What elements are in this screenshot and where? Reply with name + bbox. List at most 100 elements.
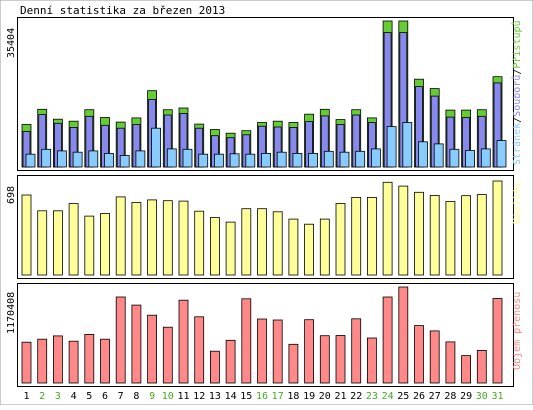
bar-volume: [68, 340, 79, 384]
bar-volume: [476, 349, 487, 384]
bar-pages: [370, 148, 381, 168]
top-ymax-label: 35404: [6, 28, 17, 58]
x-tick-label: 6: [102, 391, 108, 402]
bottom-ymax-label: 1170408: [6, 292, 17, 334]
bottom-panel-frame: [17, 283, 514, 387]
x-tick-label: 21: [334, 391, 346, 402]
legend-separator: /: [512, 117, 523, 123]
x-tick-label: 9: [149, 391, 155, 402]
x-tick-label: 17: [272, 391, 284, 402]
x-tick-label: 5: [86, 391, 92, 402]
bar-volume: [366, 337, 377, 384]
middle-panel-bars: [21, 180, 503, 276]
top-legend: Stránek/Souborů/Přístupů: [511, 20, 523, 165]
bar-visits: [319, 218, 330, 276]
bar-volume: [84, 333, 95, 384]
x-tick-label: 18: [287, 391, 299, 402]
x-tick-label: 20: [319, 391, 331, 402]
bar-pages: [339, 151, 350, 168]
middle-panel-frame: [17, 175, 514, 279]
bar-volume: [304, 319, 315, 384]
bar-visits: [194, 210, 205, 276]
bar-pages: [433, 143, 444, 168]
legend-pages: Stránek: [511, 123, 523, 165]
x-tick-label: 31: [491, 391, 503, 402]
x-tick-label: 25: [397, 391, 409, 402]
bar-visits: [162, 200, 173, 276]
bar-visits: [100, 213, 110, 276]
bar-visits: [178, 200, 189, 276]
x-tick-label: 15: [240, 391, 252, 402]
bar-volume: [53, 335, 63, 384]
x-tick-label: 3: [55, 391, 61, 402]
bar-pages: [402, 122, 413, 168]
bar-visits: [241, 208, 252, 276]
bar-visits: [84, 215, 95, 276]
x-tick-label: 23: [366, 391, 378, 402]
bar-visits: [68, 203, 79, 276]
bar-pages: [386, 126, 397, 168]
bar-volume: [335, 335, 346, 384]
bar-pages: [465, 150, 476, 168]
bar-volume: [115, 296, 126, 384]
legend-access: Přístupů: [511, 20, 523, 68]
bar-visits: [21, 194, 32, 276]
x-tick-label: 2: [39, 391, 45, 402]
x-tick-label: 13: [209, 391, 221, 402]
bar-pages: [25, 153, 36, 168]
x-tick-label: 24: [382, 391, 394, 402]
bar-pages: [308, 152, 319, 168]
bar-visits: [272, 211, 283, 276]
bar-visits: [115, 196, 126, 276]
legend-separator: /: [512, 69, 523, 75]
bar-visits: [382, 181, 393, 276]
bar-volume: [225, 339, 236, 384]
bar-volume: [414, 325, 424, 384]
bar-pages: [355, 150, 366, 168]
middle-ymax-label: 698: [6, 186, 17, 204]
bar-visits: [414, 191, 424, 276]
bar-volume: [445, 341, 456, 384]
bar-volume: [209, 350, 220, 384]
x-tick-label: 14: [225, 391, 237, 402]
bar-pages: [292, 152, 303, 168]
bar-volume: [241, 298, 252, 384]
bar-pages: [151, 127, 162, 168]
bar-volume: [100, 338, 110, 384]
x-tick-label: 19: [303, 391, 315, 402]
bar-visits: [461, 195, 472, 276]
bar-visits: [492, 180, 503, 276]
bar-pages: [119, 155, 130, 168]
bar-visits: [398, 185, 409, 276]
bar-volume: [37, 338, 48, 384]
bar-pages: [166, 148, 177, 168]
bottom-legend-volume: Objem přenosu: [511, 292, 523, 370]
bar-pages: [229, 153, 240, 168]
bar-pages: [104, 152, 114, 168]
bar-volume: [257, 318, 267, 384]
bar-volume: [351, 318, 362, 384]
bar-visits: [288, 218, 299, 276]
bar-visits: [53, 210, 63, 276]
bar-visits: [304, 223, 315, 276]
x-tick-label: 7: [118, 391, 124, 402]
bar-volume: [131, 304, 142, 384]
bar-visits: [429, 194, 440, 276]
x-axis-labels: 1 2 3 4 5 6 7 8 9 10 11 12 13 14 15 16 17 18 19 20 21 22 23 24 2…: [23, 391, 503, 402]
bar-pages: [88, 150, 99, 168]
bar-pages: [496, 140, 507, 168]
bar-volume: [319, 335, 330, 384]
bar-volume: [398, 286, 409, 384]
bar-visits: [257, 208, 267, 276]
bar-pages: [213, 153, 224, 168]
top-panel-frame: [17, 17, 514, 171]
bar-pages: [323, 150, 334, 168]
x-tick-label: 10: [162, 391, 174, 402]
bottom-panel-bars: [21, 286, 503, 384]
x-tick-label: 11: [177, 391, 189, 402]
bar-visits: [131, 202, 142, 276]
bar-visits: [476, 194, 487, 276]
x-tick-label: 22: [350, 391, 362, 402]
chart-title: Denní statistika za březen 2013: [20, 4, 225, 17]
x-tick-label: 4: [71, 391, 77, 402]
